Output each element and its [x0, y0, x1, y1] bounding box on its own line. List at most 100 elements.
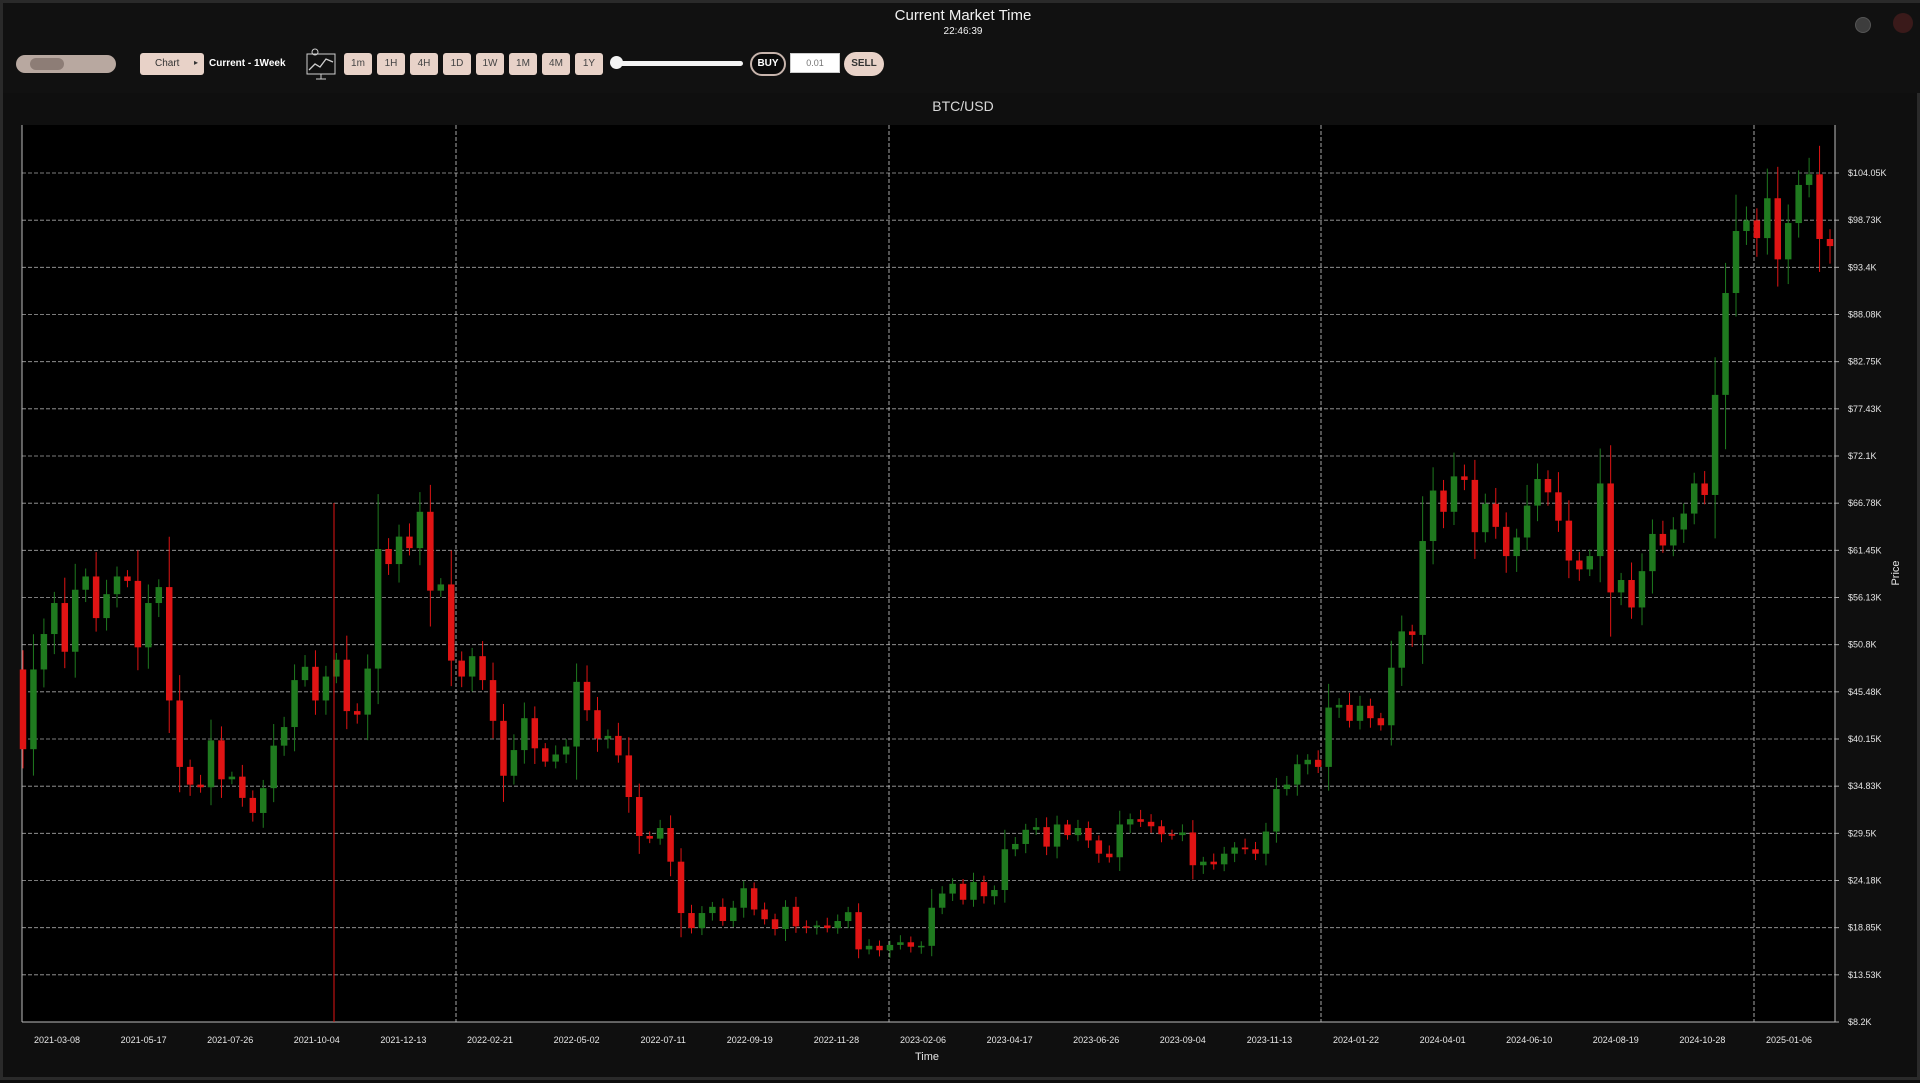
- candle-body: [374, 549, 382, 669]
- candle-body: [1701, 483, 1708, 495]
- candle-body: [1607, 483, 1614, 593]
- quantity-slider[interactable]: [615, 61, 743, 66]
- candle-body: [186, 766, 194, 785]
- candle-body: [134, 580, 142, 648]
- plot-area[interactable]: [22, 125, 1835, 1022]
- candle-body: [970, 882, 977, 900]
- candle-body: [928, 907, 935, 946]
- toggle-knob[interactable]: [30, 58, 64, 70]
- candle-body: [750, 888, 758, 910]
- x-tick-label: 2021-05-17: [121, 1035, 167, 1045]
- timeframe-button-1w[interactable]: 1W: [476, 53, 504, 75]
- dropdown-arrow-icon: ▸: [193, 58, 198, 67]
- candle-body: [124, 576, 131, 581]
- candle-body: [448, 584, 455, 661]
- minimize-icon[interactable]: [1855, 17, 1871, 33]
- candle-body: [113, 576, 121, 595]
- candle-body: [1231, 847, 1238, 854]
- timeframe-button-1h[interactable]: 1H: [377, 53, 405, 75]
- candle-body: [1377, 718, 1385, 726]
- chart-settings-icon[interactable]: [304, 48, 338, 80]
- candle-body: [1012, 843, 1019, 850]
- candle-body: [291, 680, 298, 728]
- candle-body: [824, 925, 831, 929]
- timeframe-button-4mo[interactable]: 4M: [542, 53, 570, 75]
- candle-body: [1168, 834, 1176, 836]
- timeframe-button-1m[interactable]: 1m: [344, 53, 372, 75]
- candle-body: [1283, 784, 1291, 790]
- chart-type-dropdown[interactable]: Chart ▸: [140, 53, 204, 75]
- candle-body: [855, 912, 862, 950]
- candle-body: [980, 882, 988, 897]
- candle-body: [594, 710, 601, 739]
- x-tick-label: 2023-09-04: [1160, 1035, 1206, 1045]
- market-clock: 22:46:39: [943, 26, 983, 37]
- quantity-input[interactable]: [790, 53, 840, 73]
- candle-body: [1064, 824, 1071, 836]
- candle-body: [333, 659, 340, 677]
- candle-body: [949, 883, 956, 894]
- candle-body: [1074, 828, 1082, 836]
- candle-body: [343, 659, 351, 712]
- candle-body: [782, 906, 789, 929]
- candle-body: [51, 603, 58, 635]
- candle-body: [907, 942, 915, 947]
- candle-body: [1367, 705, 1374, 719]
- candle-body: [865, 945, 873, 950]
- sell-button[interactable]: SELL: [844, 52, 884, 76]
- candle-body: [583, 681, 591, 711]
- candle-body: [500, 720, 507, 776]
- x-tick-label: 2021-10-04: [294, 1035, 340, 1045]
- candle-body: [1210, 861, 1217, 865]
- candle-body: [542, 748, 549, 762]
- y-tick-label: $93.4K: [1848, 262, 1877, 272]
- candlestick-chart: $8.2K $13.53K $18.85K $24.18K $29.5K $34.83K $…: [19, 125, 1902, 1063]
- chart-title: BTC/USD: [932, 98, 994, 114]
- candle-body: [834, 921, 841, 929]
- candle-body: [844, 912, 852, 922]
- y-tick-label: $18.85K: [1848, 923, 1882, 933]
- y-tick-label: $24.18K: [1848, 876, 1882, 886]
- candle-body: [1565, 520, 1573, 561]
- candle-body: [270, 745, 277, 789]
- candle-body: [918, 945, 925, 948]
- candle-body: [395, 536, 403, 565]
- timeframe-button-1mo[interactable]: 1M: [509, 53, 537, 75]
- y-tick-label: $66.78K: [1848, 498, 1882, 508]
- candle-body: [604, 735, 612, 739]
- x-tick-label: 2023-02-06: [900, 1035, 946, 1045]
- candle-body: [562, 746, 570, 755]
- slider-handle[interactable]: [610, 56, 623, 69]
- candle-body: [552, 754, 559, 762]
- candle-body: [165, 587, 173, 701]
- candle-body: [1137, 819, 1144, 822]
- close-icon[interactable]: [1893, 13, 1913, 33]
- candle-body: [719, 906, 727, 922]
- candle-body: [61, 603, 69, 652]
- buy-button[interactable]: BUY: [750, 52, 786, 76]
- candle-body: [1732, 231, 1740, 294]
- x-tick-label: 2023-06-26: [1073, 1035, 1119, 1045]
- timeframe-button-4h[interactable]: 4H: [410, 53, 438, 75]
- candle-body: [1147, 821, 1155, 827]
- candle-body: [1649, 533, 1656, 572]
- candle-body: [427, 511, 434, 591]
- candle-body: [19, 669, 27, 750]
- candle-body: [897, 942, 904, 945]
- timeframe-button-1y[interactable]: 1Y: [575, 53, 603, 75]
- candle-body: [531, 718, 539, 749]
- candle-body: [1795, 184, 1802, 224]
- candle-body: [1440, 490, 1447, 512]
- candle-body: [312, 666, 319, 701]
- candle-body: [145, 603, 152, 648]
- candle-body: [239, 776, 246, 798]
- x-tick-label: 2024-04-01: [1420, 1035, 1466, 1045]
- y-tick-label: $61.45K: [1848, 545, 1882, 555]
- candle-body: [938, 893, 946, 908]
- theme-toggle[interactable]: [16, 55, 116, 73]
- candle-body: [176, 700, 183, 767]
- candle-body: [959, 883, 967, 900]
- candle-body: [709, 906, 716, 914]
- timeframe-button-1d[interactable]: 1D: [443, 53, 471, 75]
